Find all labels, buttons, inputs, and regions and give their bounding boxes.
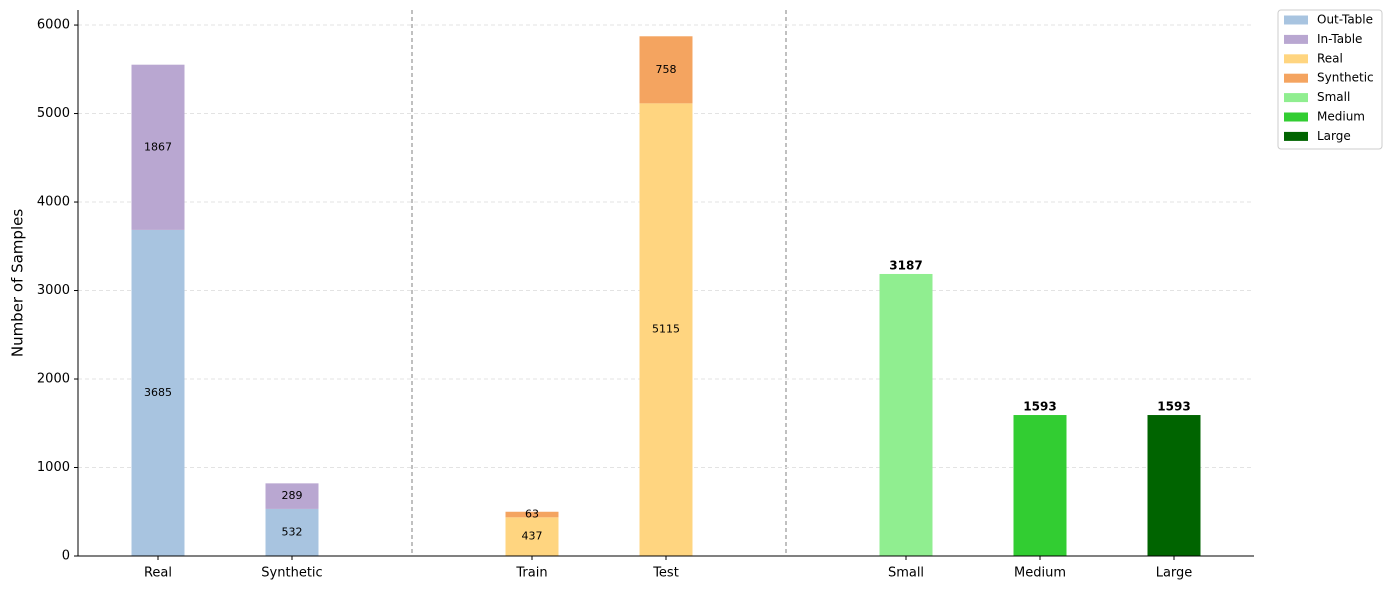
y-tick-label: 2000 [37, 372, 70, 387]
x-tick-label: Large [1156, 566, 1193, 581]
legend-swatch [1284, 73, 1308, 83]
legend-label: Medium [1317, 110, 1365, 124]
data-label: 532 [282, 525, 303, 538]
x-tick-label: Real [144, 566, 172, 581]
y-axis-label: Number of Samples [9, 209, 27, 357]
legend-label: Real [1317, 51, 1343, 65]
x-tick-label: Synthetic [261, 566, 322, 581]
bar-segment [1147, 415, 1201, 556]
bar-segment [505, 511, 559, 518]
bar-segment [505, 517, 559, 556]
data-label: 3685 [144, 386, 172, 399]
data-label: 3187 [889, 258, 922, 272]
y-tick-label: 3000 [37, 283, 70, 298]
legend-swatch [1284, 54, 1308, 64]
bar-segment [879, 273, 933, 556]
x-tick-label: Small [888, 566, 924, 581]
x-tick-label: Medium [1014, 566, 1066, 581]
legend-swatch [1284, 34, 1308, 44]
bar-segment [639, 103, 693, 556]
data-label: 1593 [1023, 400, 1056, 414]
data-label: 1867 [144, 140, 172, 153]
bar-segment [1013, 415, 1067, 556]
y-tick-label: 5000 [37, 106, 70, 121]
legend-label: Large [1317, 129, 1351, 143]
y-tick-label: 6000 [37, 18, 70, 33]
y-tick-label: 1000 [37, 460, 70, 475]
bar-segment [639, 36, 693, 104]
legend-label: Small [1317, 90, 1350, 104]
data-label: 5115 [652, 323, 680, 336]
bar-segment [131, 64, 185, 230]
y-tick-label: 0 [62, 549, 70, 564]
legend-swatch [1284, 93, 1308, 103]
y-tick-label: 4000 [37, 195, 70, 210]
x-tick-label: Test [652, 566, 679, 581]
bar-segment [265, 483, 319, 509]
legend-label: Synthetic [1317, 71, 1374, 85]
data-label: 1593 [1157, 400, 1190, 414]
data-label: 289 [282, 489, 303, 502]
data-label: 63 [525, 508, 539, 521]
legend-swatch [1284, 131, 1308, 141]
legend-label: Out-Table [1317, 13, 1373, 27]
legend-swatch [1284, 112, 1308, 122]
data-label: 758 [656, 63, 677, 76]
bar-segment [131, 229, 185, 557]
bar-segment [265, 508, 319, 556]
data-label: 437 [522, 530, 543, 543]
legend-swatch [1284, 15, 1308, 25]
legend-label: In-Table [1317, 32, 1362, 46]
x-tick-label: Train [515, 566, 547, 581]
